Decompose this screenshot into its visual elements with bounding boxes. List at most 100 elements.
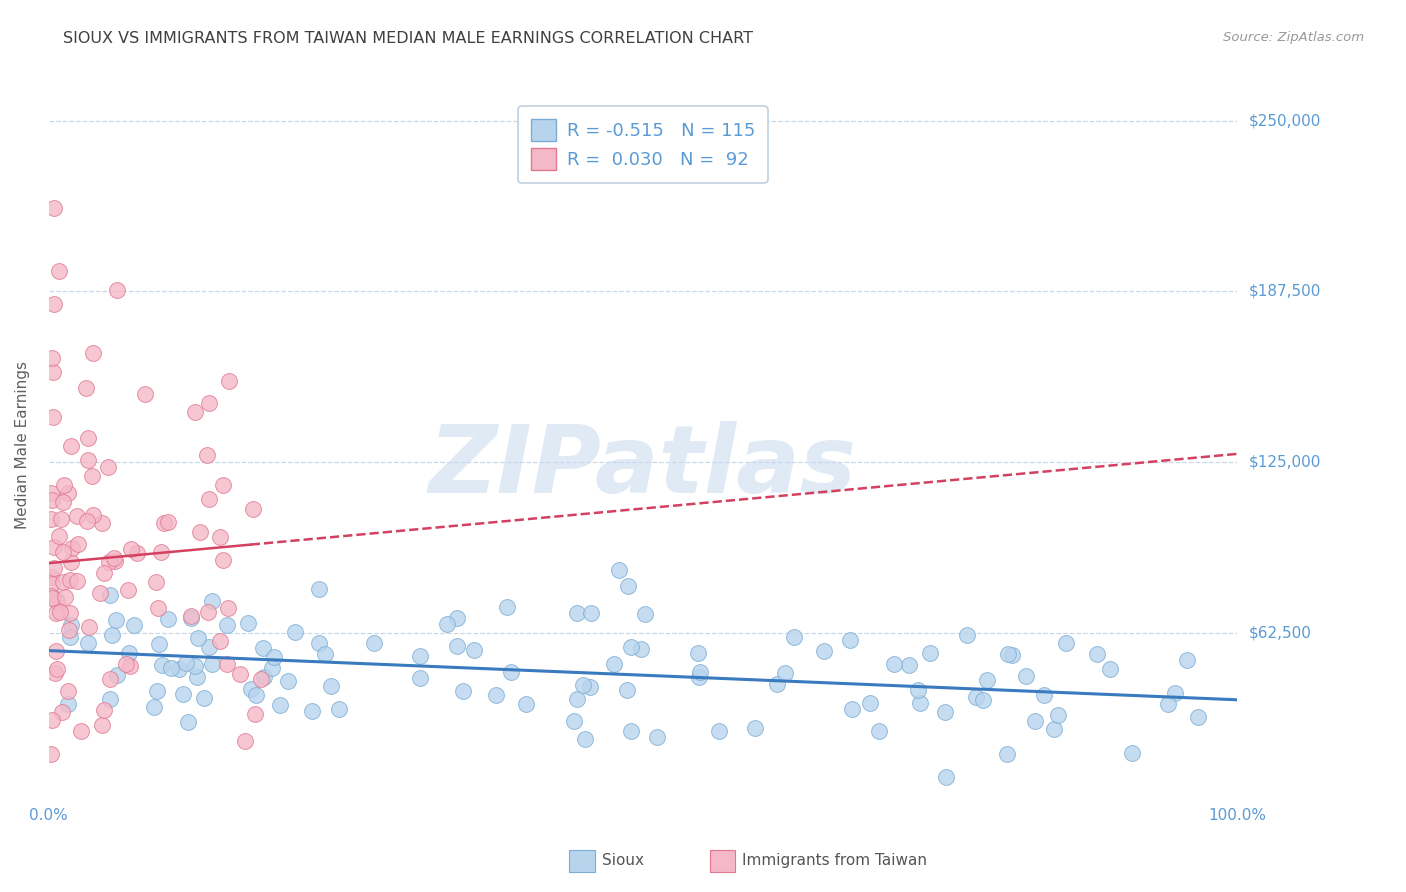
Point [59, 438, 82, 452]
Point [77, 620, 100, 634]
Point [58, 624, 80, 638]
Text: Source: ZipAtlas.com: Source: ZipAtlas.com [1223, 31, 1364, 45]
Point [195, 448, 218, 462]
Point [41, 492, 63, 507]
Point [328, 702, 350, 716]
Point [42, 540, 65, 554]
Point [117, 646, 139, 660]
Point [115, 657, 138, 672]
Point [463, 643, 485, 657]
Point [186, 669, 208, 683]
Point [98, 692, 121, 706]
Point [868, 724, 890, 739]
Point [1054, 636, 1077, 650]
Point [97, 460, 120, 475]
Point [972, 693, 994, 707]
Point [233, 734, 256, 748]
Point [197, 491, 219, 506]
Point [436, 616, 458, 631]
Point [485, 688, 508, 702]
Point [956, 628, 979, 642]
Point [409, 671, 432, 685]
Point [75, 381, 97, 395]
Point [76, 514, 98, 528]
Point [634, 607, 657, 621]
Point [515, 697, 537, 711]
Point [187, 632, 209, 646]
Point [39, 747, 62, 762]
Point [150, 545, 173, 559]
Point [77, 453, 100, 467]
Point [150, 658, 173, 673]
Point [82, 508, 104, 522]
Point [39, 486, 62, 500]
Point [66, 509, 89, 524]
Point [565, 607, 588, 621]
Point [319, 679, 342, 693]
Point [125, 546, 148, 560]
Point [42, 365, 65, 379]
Point [60, 541, 83, 555]
Point [197, 640, 219, 654]
Point [603, 657, 626, 672]
Point [105, 668, 128, 682]
Point [146, 684, 169, 698]
Point [501, 665, 523, 680]
Point [201, 657, 224, 672]
Point [495, 600, 517, 615]
Point [253, 670, 276, 684]
Point [51, 706, 73, 720]
Point [409, 648, 432, 663]
Point [89, 585, 111, 599]
Point [104, 553, 127, 567]
Point [935, 770, 957, 784]
Point [1032, 688, 1054, 702]
Point [211, 478, 233, 492]
Point [995, 747, 1018, 761]
Point [446, 640, 468, 654]
Point [229, 666, 252, 681]
Point [145, 574, 167, 589]
Point [49, 512, 72, 526]
Point [148, 637, 170, 651]
Point [245, 706, 267, 721]
Point [134, 386, 156, 401]
Point [93, 703, 115, 717]
Text: $62,500: $62,500 [1249, 625, 1312, 640]
Point [217, 618, 239, 632]
Point [45, 662, 67, 676]
Point [44, 666, 66, 681]
Point [41, 409, 63, 424]
Point [645, 730, 668, 744]
Text: Sioux: Sioux [602, 854, 644, 868]
Point [183, 658, 205, 673]
Point [783, 630, 806, 644]
Point [45, 607, 67, 621]
Point [55, 590, 77, 604]
Point [98, 588, 121, 602]
Point [579, 606, 602, 620]
Point [211, 553, 233, 567]
Point [66, 574, 89, 588]
Legend: R = -0.515   N = 115, R =  0.030   N =  92: R = -0.515 N = 115, R = 0.030 N = 92 [517, 106, 768, 183]
Point [314, 647, 336, 661]
Point [52, 544, 75, 558]
Text: ZIPatlas: ZIPatlas [429, 420, 858, 513]
Point [245, 689, 267, 703]
Point [93, 566, 115, 581]
Point [42, 561, 65, 575]
Text: Immigrants from Taiwan: Immigrants from Taiwan [742, 854, 928, 868]
Point [157, 612, 180, 626]
Point [620, 640, 643, 654]
Point [446, 611, 468, 625]
Point [146, 601, 169, 615]
Point [45, 592, 67, 607]
Point [898, 657, 921, 672]
Point [565, 691, 588, 706]
Point [1024, 714, 1046, 728]
Point [218, 374, 240, 388]
Point [1001, 648, 1024, 662]
Point [1085, 647, 1108, 661]
Point [1047, 707, 1070, 722]
Point [103, 550, 125, 565]
